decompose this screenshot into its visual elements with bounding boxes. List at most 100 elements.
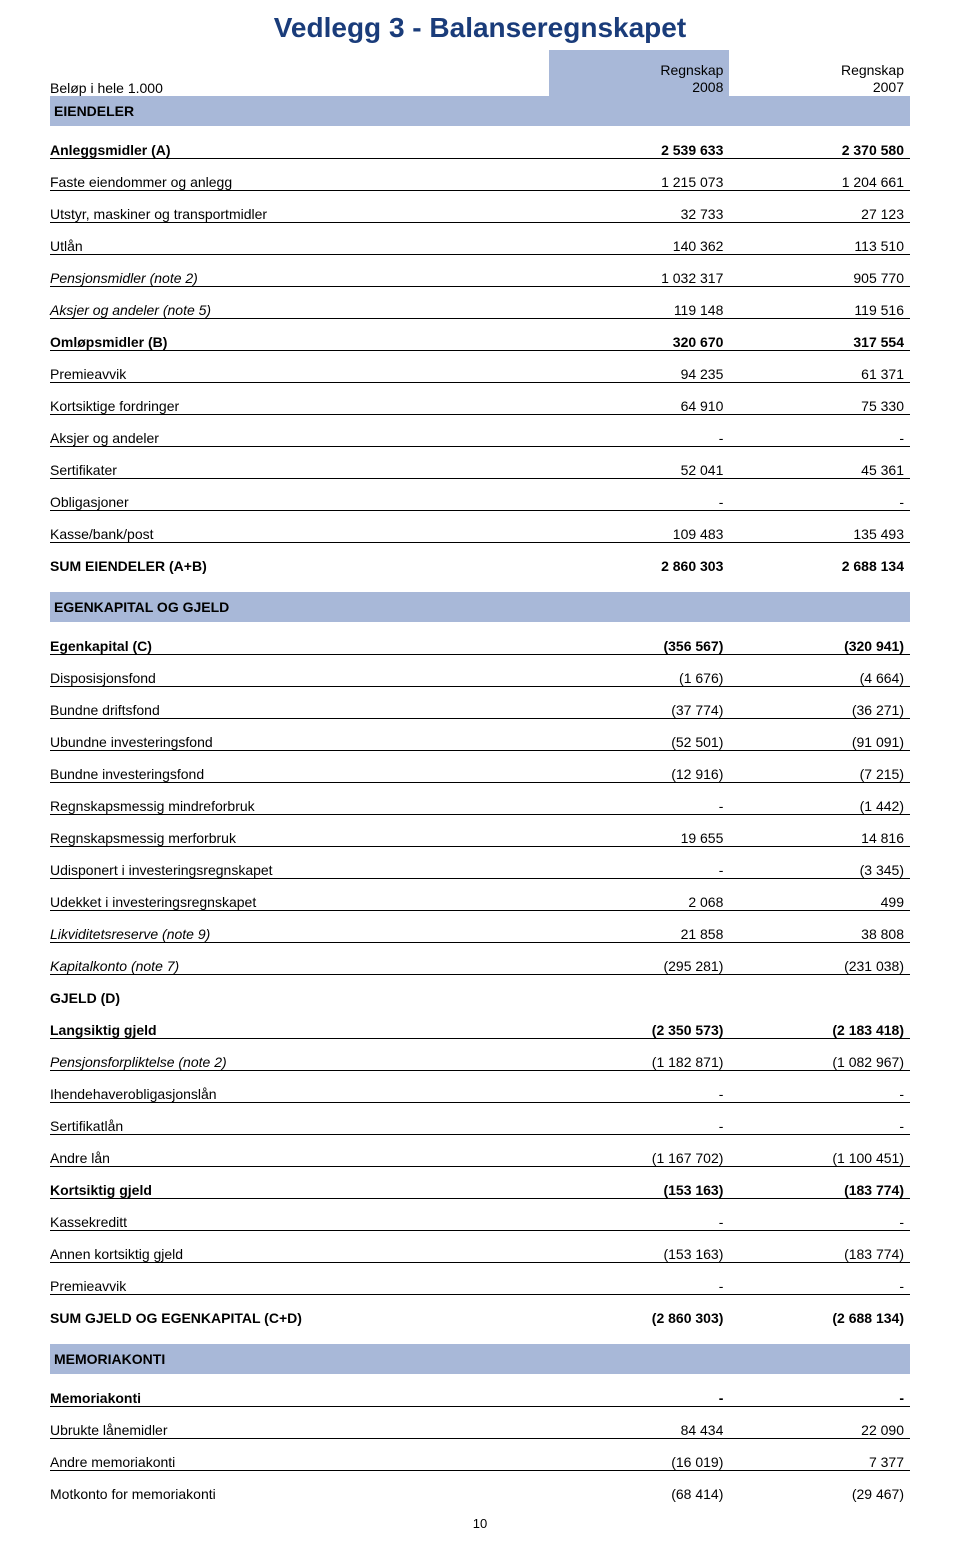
section-label: EGENKAPITAL OG GJELD bbox=[50, 592, 549, 622]
row-label: Aksjer og andeler bbox=[50, 414, 549, 446]
row-value-2007: 1 204 661 bbox=[729, 158, 910, 190]
table-row: Memoriakonti-- bbox=[50, 1374, 910, 1406]
row-value-2008: (16 019) bbox=[549, 1438, 730, 1470]
section-eiendeler: EIENDELER bbox=[50, 96, 910, 126]
row-value-2008: (2 350 573) bbox=[549, 1006, 730, 1038]
row-value-2007: 119 516 bbox=[729, 286, 910, 318]
table-row: Kapitalkonto (note 7)(295 281)(231 038) bbox=[50, 942, 910, 974]
table-row: Kortsiktige fordringer64 91075 330 bbox=[50, 382, 910, 414]
row-value-2007: (91 091) bbox=[729, 718, 910, 750]
row-value-2008: - bbox=[549, 1198, 730, 1230]
row-value-2007 bbox=[729, 974, 910, 1006]
page-number: 10 bbox=[50, 1516, 910, 1531]
table-row: Premieavvik94 23561 371 bbox=[50, 350, 910, 382]
row-value-2007: 135 493 bbox=[729, 510, 910, 542]
row-value-2008 bbox=[549, 974, 730, 1006]
row-value-2008: 2 860 303 bbox=[549, 542, 730, 574]
row-label: Ubrukte lånemidler bbox=[50, 1406, 549, 1438]
row-value-2008: (37 774) bbox=[549, 686, 730, 718]
row-value-2007: 14 816 bbox=[729, 814, 910, 846]
row-value-2008: - bbox=[549, 1102, 730, 1134]
row-label: Utstyr, maskiner og transportmidler bbox=[50, 190, 549, 222]
row-value-2008: 64 910 bbox=[549, 382, 730, 414]
row-label: Faste eiendommer og anlegg bbox=[50, 158, 549, 190]
row-value-2008: 32 733 bbox=[549, 190, 730, 222]
row-value-2007: 45 361 bbox=[729, 446, 910, 478]
table-row: Udekket i investeringsregnskapet2 068499 bbox=[50, 878, 910, 910]
row-value-2007: (1 082 967) bbox=[729, 1038, 910, 1070]
row-label: Bundne driftsfond bbox=[50, 686, 549, 718]
balance-table: Beløp i hele 1.000 Regnskap 2008 Regnska… bbox=[50, 50, 910, 1502]
table-row: Utlån140 362113 510 bbox=[50, 222, 910, 254]
row-value-2008: 320 670 bbox=[549, 318, 730, 350]
row-label: Andre lån bbox=[50, 1134, 549, 1166]
row-label: Kapitalkonto (note 7) bbox=[50, 942, 549, 974]
row-value-2007: 22 090 bbox=[729, 1406, 910, 1438]
row-label: Annen kortsiktig gjeld bbox=[50, 1230, 549, 1262]
table-row: Disposisjonsfond(1 676)(4 664) bbox=[50, 654, 910, 686]
page-title: Vedlegg 3 - Balanseregnskapet bbox=[50, 12, 910, 44]
table-row: SUM GJELD OG EGENKAPITAL (C+D)(2 860 303… bbox=[50, 1294, 910, 1326]
table-row: Bundne investeringsfond(12 916)(7 215) bbox=[50, 750, 910, 782]
row-value-2007: 113 510 bbox=[729, 222, 910, 254]
table-row: Langsiktig gjeld(2 350 573)(2 183 418) bbox=[50, 1006, 910, 1038]
row-value-2008: (2 860 303) bbox=[549, 1294, 730, 1326]
table-row: Udisponert i investeringsregnskapet-(3 3… bbox=[50, 846, 910, 878]
row-value-2007: 905 770 bbox=[729, 254, 910, 286]
row-label: Utlån bbox=[50, 222, 549, 254]
row-value-2007: 2 370 580 bbox=[729, 126, 910, 158]
row-value-2008: (1 676) bbox=[549, 654, 730, 686]
header-col2: Regnskap 2007 bbox=[729, 50, 910, 96]
row-label: Udekket i investeringsregnskapet bbox=[50, 878, 549, 910]
table-row: Annen kortsiktig gjeld(153 163)(183 774) bbox=[50, 1230, 910, 1262]
table-row: Ubrukte lånemidler84 43422 090 bbox=[50, 1406, 910, 1438]
row-value-2007: 2 688 134 bbox=[729, 542, 910, 574]
row-label: Udisponert i investeringsregnskapet bbox=[50, 846, 549, 878]
row-value-2008: 2 068 bbox=[549, 878, 730, 910]
table-row: Pensjonsforpliktelse (note 2)(1 182 871)… bbox=[50, 1038, 910, 1070]
header-col1: Regnskap 2008 bbox=[549, 50, 730, 96]
row-value-2007: - bbox=[729, 1374, 910, 1406]
table-row: Likviditetsreserve (note 9)21 85838 808 bbox=[50, 910, 910, 942]
row-label: Sertifikater bbox=[50, 446, 549, 478]
row-label: SUM GJELD OG EGENKAPITAL (C+D) bbox=[50, 1294, 549, 1326]
row-label: Regnskapsmessig merforbruk bbox=[50, 814, 549, 846]
row-label: Anleggsmidler (A) bbox=[50, 126, 549, 158]
row-value-2008: 1 215 073 bbox=[549, 158, 730, 190]
row-label: Omløpsmidler (B) bbox=[50, 318, 549, 350]
row-label: Ihendehaverobligasjonslån bbox=[50, 1070, 549, 1102]
row-value-2008: (52 501) bbox=[549, 718, 730, 750]
row-label: Langsiktig gjeld bbox=[50, 1006, 549, 1038]
row-value-2007: (231 038) bbox=[729, 942, 910, 974]
row-value-2008: (295 281) bbox=[549, 942, 730, 974]
section-memoriakonti: MEMORIAKONTI bbox=[50, 1344, 910, 1374]
row-value-2008: - bbox=[549, 1262, 730, 1294]
table-row: Sertifikater52 04145 361 bbox=[50, 446, 910, 478]
row-value-2008: (153 163) bbox=[549, 1166, 730, 1198]
row-value-2007: (183 774) bbox=[729, 1166, 910, 1198]
row-label: Pensjonsforpliktelse (note 2) bbox=[50, 1038, 549, 1070]
table-row: Aksjer og andeler (note 5)119 148119 516 bbox=[50, 286, 910, 318]
row-value-2008: (12 916) bbox=[549, 750, 730, 782]
row-value-2007: - bbox=[729, 414, 910, 446]
table-row: Premieavvik-- bbox=[50, 1262, 910, 1294]
row-value-2007: (4 664) bbox=[729, 654, 910, 686]
row-value-2008: 2 539 633 bbox=[549, 126, 730, 158]
table-row: Kortsiktig gjeld(153 163)(183 774) bbox=[50, 1166, 910, 1198]
row-label: Pensjonsmidler (note 2) bbox=[50, 254, 549, 286]
row-value-2008: (153 163) bbox=[549, 1230, 730, 1262]
row-value-2008: - bbox=[549, 414, 730, 446]
row-value-2008: 52 041 bbox=[549, 446, 730, 478]
row-value-2007: (7 215) bbox=[729, 750, 910, 782]
row-value-2007: (1 100 451) bbox=[729, 1134, 910, 1166]
row-value-2007: 7 377 bbox=[729, 1438, 910, 1470]
row-label: Motkonto for memoriakonti bbox=[50, 1470, 549, 1502]
table-row: Kasse/bank/post109 483135 493 bbox=[50, 510, 910, 542]
row-label: Aksjer og andeler (note 5) bbox=[50, 286, 549, 318]
row-value-2008: 94 235 bbox=[549, 350, 730, 382]
row-value-2007: - bbox=[729, 1070, 910, 1102]
row-label: Likviditetsreserve (note 9) bbox=[50, 910, 549, 942]
row-value-2008: 19 655 bbox=[549, 814, 730, 846]
section-egenkapital: EGENKAPITAL OG GJELD bbox=[50, 592, 910, 622]
row-value-2007: 75 330 bbox=[729, 382, 910, 414]
